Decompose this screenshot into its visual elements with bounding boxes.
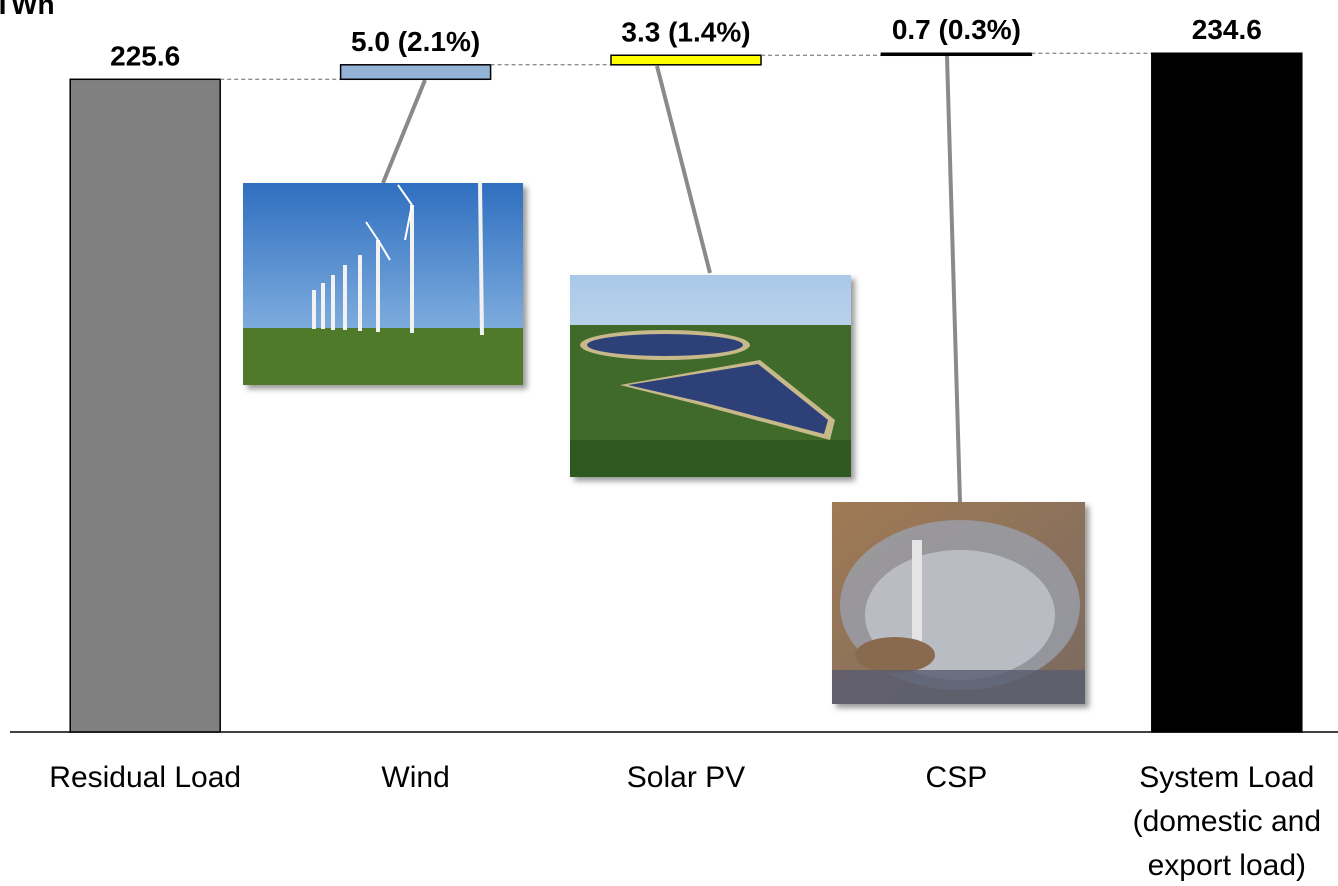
solar-photo [570,275,851,477]
bar [610,54,762,66]
y-axis-label: TWh [0,0,55,20]
callout-line [381,79,427,184]
x-tick-label: Wind [381,761,450,794]
value-label: 225.6 [110,40,180,71]
x-tick-label: CSP [925,761,988,794]
value-label: 234.6 [1192,14,1262,45]
value-label: 3.3 (1.4%) [621,16,750,47]
callout-line [945,55,962,503]
callout-line [655,65,712,274]
x-tick-label: System Load (domestic and export load) [1132,761,1322,882]
value-label: 0.7 (0.3%) [892,14,1021,45]
bar [880,52,1033,57]
bar [69,78,221,733]
bar [339,64,492,81]
x-tick-label: Residual Load [49,761,242,794]
csp-photo [832,502,1085,704]
wind-photo [243,182,523,385]
x-tick-label: Solar PV [626,761,746,794]
bar [1151,52,1303,733]
value-label: 5.0 (2.1%) [351,26,480,57]
